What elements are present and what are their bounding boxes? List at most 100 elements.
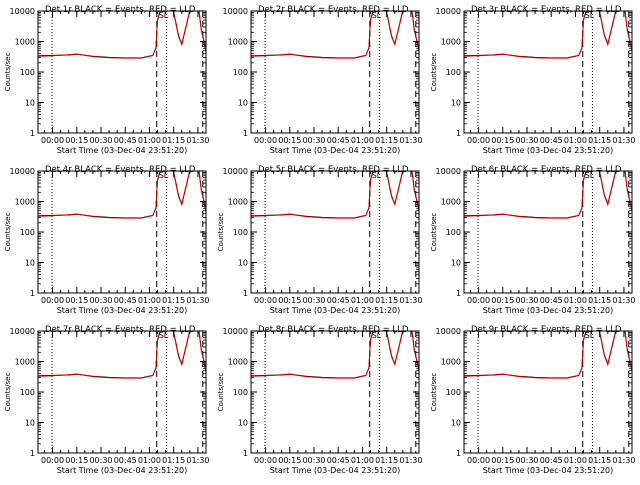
x-tick-label: 00:45 xyxy=(327,296,350,305)
event-marker-label: SL xyxy=(585,11,595,20)
y-tick-label: 100 xyxy=(20,388,35,397)
event-marker-label: SL xyxy=(372,171,382,180)
x-tick-label: 00:00 xyxy=(467,136,490,145)
x-tick-label: 00:45 xyxy=(327,136,350,145)
x-tick-label: 00:15 xyxy=(278,136,301,145)
y-tick-label: 10000 xyxy=(436,327,461,336)
chart-title: Det 1r BLACK = Events, RED = LLD xyxy=(45,5,196,15)
y-tick-label: 100 xyxy=(446,68,461,77)
x-axis-label: Start Time (03-Dec-04 23:51:20) xyxy=(483,466,614,475)
x-tick-label: 01:00 xyxy=(138,456,161,465)
x-tick-label: 00:15 xyxy=(491,136,514,145)
x-tick-label: 00:00 xyxy=(254,296,277,305)
y-tick-label: 10 xyxy=(451,419,461,428)
x-tick-label: 01:15 xyxy=(162,136,185,145)
x-axis-label: Start Time (03-Dec-04 23:51:20) xyxy=(57,466,188,475)
chart-title: Det 2r BLACK = Events, RED = LLD xyxy=(258,5,409,15)
plot-frame xyxy=(250,330,420,454)
x-axis-label: Start Time (03-Dec-04 23:51:20) xyxy=(483,146,614,155)
chart-panel-8: 1 10 100 1000 10000 00:00 00:15 00:30 00:45 01:00… xyxy=(217,325,422,475)
y-tick-label: 1 xyxy=(243,289,248,298)
x-tick-label: 00:00 xyxy=(467,456,490,465)
y-tick-label: 1000 xyxy=(228,198,248,207)
y-tick-label: 10 xyxy=(25,99,35,108)
series-line-lld xyxy=(38,171,206,219)
chart-title: Det 7r BLACK = Events, RED = LLD xyxy=(45,325,196,335)
series-line-lld xyxy=(251,331,419,379)
x-tick-label: 00:45 xyxy=(327,456,350,465)
y-tick-label: 10 xyxy=(25,259,35,268)
x-axis-label: Start Time (03-Dec-04 23:51:20) xyxy=(57,306,188,315)
chart-title: Det 3r BLACK = Events, RED = LLD xyxy=(471,5,622,15)
y-tick-label: 1000 xyxy=(15,38,35,47)
x-tick-label: 01:15 xyxy=(588,296,611,305)
x-tick-label: 00:00 xyxy=(467,296,490,305)
event-marker-label: SL xyxy=(159,171,169,180)
y-tick-label: 10000 xyxy=(10,327,35,336)
x-axis-label: Start Time (03-Dec-04 23:51:20) xyxy=(57,146,188,155)
x-tick-label: 00:15 xyxy=(65,456,88,465)
chart-title: Det 5r BLACK = Events, RED = LLD xyxy=(258,165,409,175)
chart-panel-1: 1 10 100 1000 10000 00:00 00:15 00:30 00:45 01:00… xyxy=(4,5,209,155)
y-tick-label: 1000 xyxy=(15,198,35,207)
x-tick-label: 01:15 xyxy=(375,136,398,145)
x-tick-label: 00:30 xyxy=(89,136,112,145)
x-tick-label: 00:15 xyxy=(278,296,301,305)
y-tick-label: 10 xyxy=(238,259,248,268)
x-tick-label: 00:15 xyxy=(65,136,88,145)
x-tick-label: 00:45 xyxy=(540,296,563,305)
x-tick-label: 01:00 xyxy=(351,136,374,145)
x-tick-label: 00:45 xyxy=(540,136,563,145)
y-tick-label: 1 xyxy=(30,289,35,298)
y-tick-label: 100 xyxy=(20,228,35,237)
chart-title: Det 6r BLACK = Events, RED = LLD xyxy=(471,165,622,175)
x-tick-label: 01:15 xyxy=(375,456,398,465)
x-tick-label: 01:15 xyxy=(162,456,185,465)
x-tick-label: 00:00 xyxy=(254,456,277,465)
x-tick-label: 00:45 xyxy=(540,456,563,465)
y-tick-label: 100 xyxy=(20,68,35,77)
x-tick-label: 00:15 xyxy=(491,296,514,305)
y-tick-label: 1 xyxy=(456,129,461,138)
x-tick-label: 01:30 xyxy=(399,136,422,145)
y-tick-label: 10 xyxy=(238,419,248,428)
x-tick-label: 00:30 xyxy=(515,456,538,465)
event-marker-label: SL xyxy=(372,331,382,340)
x-axis-label: Start Time (03-Dec-04 23:51:20) xyxy=(270,146,401,155)
x-tick-label: 01:30 xyxy=(399,296,422,305)
plot-frame xyxy=(250,170,420,294)
y-tick-label: 1 xyxy=(243,129,248,138)
x-tick-label: 01:15 xyxy=(375,296,398,305)
x-tick-label: 01:15 xyxy=(162,296,185,305)
y-tick-label: 100 xyxy=(233,388,248,397)
y-tick-label: 10 xyxy=(238,99,248,108)
x-axis-label: Start Time (03-Dec-04 23:51:20) xyxy=(483,306,614,315)
chart-panel-6: 1 10 100 1000 10000 00:00 00:15 00:30 00:45 01:00… xyxy=(430,165,635,315)
y-tick-label: 10000 xyxy=(436,167,461,176)
x-axis-label: Start Time (03-Dec-04 23:51:20) xyxy=(270,466,401,475)
x-tick-label: 00:45 xyxy=(114,136,137,145)
x-tick-label: 01:00 xyxy=(138,296,161,305)
x-tick-label: 00:15 xyxy=(491,456,514,465)
chart-panel-5: 1 10 100 1000 10000 00:00 00:15 00:30 00:45 01:00… xyxy=(217,165,422,315)
chart-panel-7: 1 10 100 1000 10000 00:00 00:15 00:30 00:45 01:00… xyxy=(4,325,209,475)
y-tick-label: 10000 xyxy=(223,7,248,16)
series-line-lld xyxy=(38,11,206,59)
y-tick-label: 10000 xyxy=(10,7,35,16)
y-tick-label: 10000 xyxy=(223,167,248,176)
y-axis-label: Counts/sec xyxy=(4,53,12,92)
x-tick-label: 01:30 xyxy=(186,136,209,145)
event-marker-label: SL xyxy=(159,11,169,20)
y-tick-label: 10000 xyxy=(223,327,248,336)
y-tick-label: 1000 xyxy=(228,38,248,47)
x-tick-label: 01:30 xyxy=(399,456,422,465)
chart-panel-9: 1 10 100 1000 10000 00:00 00:15 00:30 00:45 01:00… xyxy=(430,325,635,475)
x-tick-label: 01:30 xyxy=(612,296,635,305)
x-tick-label: 01:30 xyxy=(186,456,209,465)
y-axis-label: Counts/sec xyxy=(430,213,438,252)
x-tick-label: 01:30 xyxy=(612,456,635,465)
x-tick-label: 00:45 xyxy=(114,296,137,305)
x-tick-label: 00:30 xyxy=(89,456,112,465)
plot-frame xyxy=(37,10,207,134)
